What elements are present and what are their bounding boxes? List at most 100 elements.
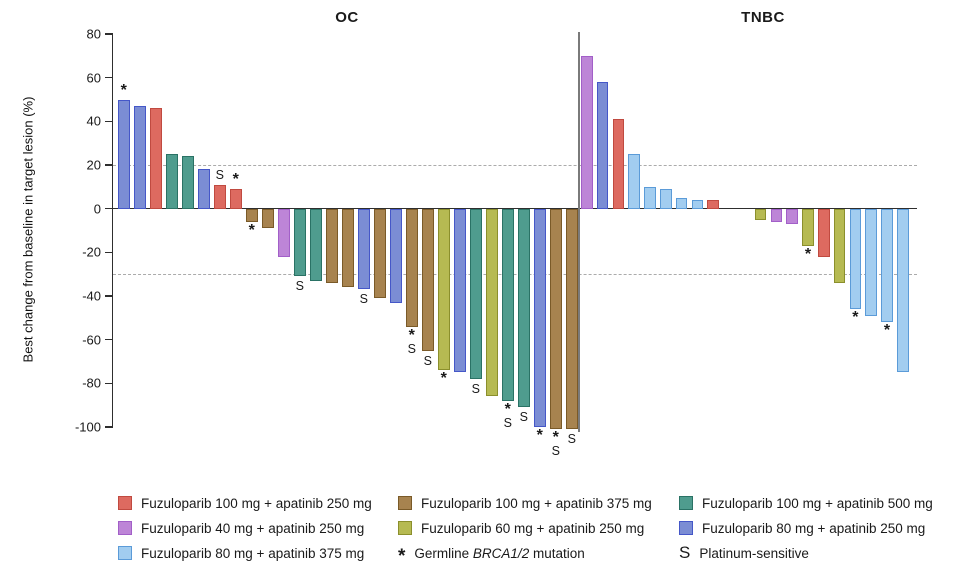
bar-marker: * xyxy=(840,310,870,326)
y-tick-mark xyxy=(105,164,113,166)
legend-label: Platinum-sensitive xyxy=(699,545,809,561)
bar xyxy=(897,208,909,373)
bar-marker: * S xyxy=(541,429,571,459)
legend-label: Fuzuloparib 80 mg + apatinib 250 mg xyxy=(702,520,926,536)
platinum-sensitive-marker: S xyxy=(215,167,224,182)
bar-marker: * xyxy=(237,222,267,238)
bar xyxy=(246,208,258,222)
bar-marker: S xyxy=(461,382,491,396)
legend-label: Fuzuloparib 40 mg + apatinib 250 mg xyxy=(141,520,365,536)
legend-entry: Fuzuloparib 100 mg + apatinib 250 mg xyxy=(118,495,372,511)
bar xyxy=(390,208,402,303)
y-tick-label: 60 xyxy=(86,70,101,86)
y-axis-label: Best change from baseline in target lesi… xyxy=(20,96,36,363)
legend-label: Fuzuloparib 100 mg + apatinib 500 mg xyxy=(702,495,933,511)
bar xyxy=(342,208,354,288)
bar-marker: S xyxy=(349,292,379,306)
y-tick-mark xyxy=(105,33,113,35)
legend-swatch xyxy=(118,546,132,560)
platinum-sensitive-marker: S xyxy=(471,381,480,396)
bar-marker: S xyxy=(413,354,443,368)
legend-swatch xyxy=(679,521,693,535)
bar xyxy=(770,208,783,222)
bar-marker: * S xyxy=(493,401,523,430)
legend-entry: Fuzuloparib 80 mg + apatinib 375 mg xyxy=(118,545,364,561)
y-tick-mark xyxy=(105,382,113,385)
legend-swatch xyxy=(398,521,412,535)
y-tick-label: -80 xyxy=(82,375,101,391)
bar xyxy=(802,208,814,246)
brca-mutation-marker: * xyxy=(440,370,447,388)
legend-swatch xyxy=(118,521,132,535)
legend-entry: * Germline BRCA1/2 mutation xyxy=(398,545,585,568)
reference-line xyxy=(113,165,917,166)
plot-area: 80 60 40 20 0 -20 -40 -60 -80 -100 OC * S * * S S * S S * S * S… xyxy=(75,9,917,458)
group-divider-line xyxy=(578,32,580,432)
y-tick-mark xyxy=(105,120,113,123)
y-tick-label: 40 xyxy=(86,113,101,129)
y-tick-label: 80 xyxy=(86,26,101,42)
y-tick-mark xyxy=(105,295,113,297)
bar xyxy=(406,208,418,327)
legend-entry: Fuzuloparib 80 mg + apatinib 250 mg xyxy=(679,520,925,536)
bar xyxy=(278,208,290,257)
bar xyxy=(182,156,194,209)
platinum-sensitive-marker: S xyxy=(407,341,416,356)
bar xyxy=(198,169,210,209)
bar-marker: * xyxy=(109,78,139,99)
group-title: TNBC xyxy=(741,9,785,26)
bar xyxy=(118,99,130,209)
bar-marker: * xyxy=(872,323,902,339)
zero-baseline xyxy=(113,207,917,210)
platinum-sensitive-marker: S xyxy=(295,279,304,294)
platinum-sensitive-marker: S xyxy=(503,415,512,430)
bar-marker: S xyxy=(509,410,539,424)
platinum-sensitive-marker: S xyxy=(519,410,528,425)
bar xyxy=(262,208,274,229)
bar-marker: * S xyxy=(397,326,427,356)
y-tick-label: -40 xyxy=(82,288,101,304)
bar xyxy=(628,154,640,209)
bar xyxy=(374,208,386,299)
bar-marker: * xyxy=(221,167,251,188)
legend-entry: Fuzuloparib 60 mg + apatinib 250 mg xyxy=(398,520,644,536)
bar xyxy=(754,208,767,220)
brca-mutation-marker: * xyxy=(552,429,559,447)
bar xyxy=(294,208,306,277)
brca-mutation-marker: * xyxy=(408,326,415,344)
group-title: OC xyxy=(335,9,359,26)
brca-mutation-marker: * xyxy=(804,245,812,263)
bar xyxy=(849,208,862,310)
bar xyxy=(438,208,450,371)
bar xyxy=(134,106,146,209)
bar xyxy=(422,208,434,351)
platinum-sensitive-marker: S xyxy=(567,432,576,447)
y-tick-mark xyxy=(105,338,113,341)
y-tick-mark xyxy=(105,251,113,254)
bar xyxy=(660,189,672,209)
bar xyxy=(818,208,830,257)
asterisk-symbol: * xyxy=(398,546,406,567)
brca-mutation-marker: * xyxy=(536,427,543,444)
legend-swatch xyxy=(118,496,132,510)
bar-marker: S xyxy=(557,432,587,446)
legend-label: Fuzuloparib 60 mg + apatinib 250 mg xyxy=(421,520,645,536)
bar xyxy=(518,208,530,408)
platinum-sensitive-marker: S xyxy=(551,444,560,459)
bar xyxy=(675,197,688,209)
y-tick-label: -20 xyxy=(82,244,101,260)
bar xyxy=(786,208,798,224)
bar-marker: * xyxy=(793,245,823,263)
bar xyxy=(881,208,893,323)
bar xyxy=(596,82,609,209)
brca-mutation-marker: * xyxy=(120,81,127,99)
bar-marker: S xyxy=(205,163,235,182)
bar xyxy=(310,208,322,281)
bar xyxy=(550,208,562,430)
bar xyxy=(707,199,719,209)
bar xyxy=(166,154,178,209)
bar xyxy=(150,108,162,209)
bar xyxy=(691,199,704,209)
legend-label: Fuzuloparib 80 mg + apatinib 375 mg xyxy=(141,545,365,561)
